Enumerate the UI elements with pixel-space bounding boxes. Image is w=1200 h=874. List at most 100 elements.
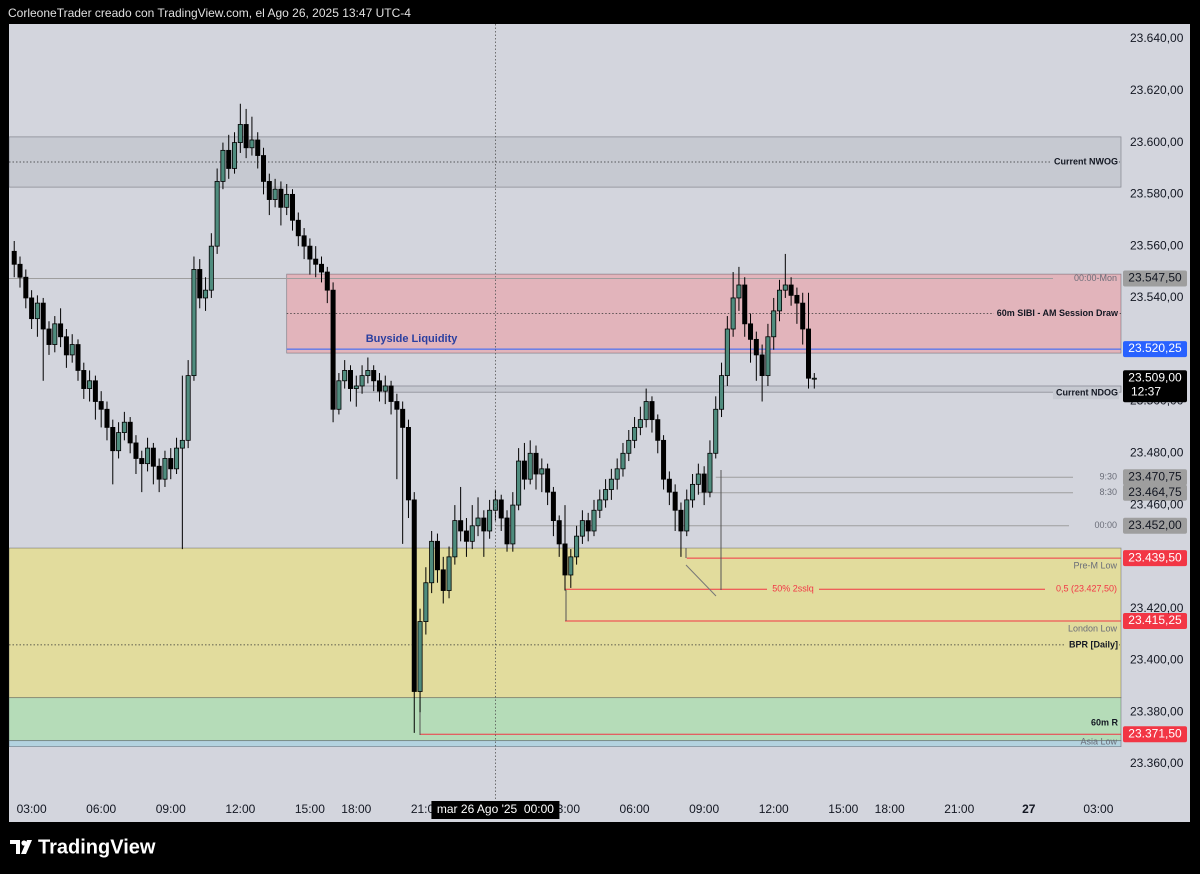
candle-body	[759, 354, 765, 377]
candle-body	[394, 401, 400, 410]
y-tick-label: 23.460,00	[1130, 497, 1184, 511]
candle-body	[574, 535, 580, 558]
x-tick-label: 18:00	[875, 802, 905, 816]
x-tick-label: 06:00	[620, 802, 650, 816]
label-bg	[767, 583, 819, 596]
y-tick-label: 23.640,00	[1130, 31, 1184, 45]
candle-body	[255, 139, 261, 156]
candle-body	[649, 401, 655, 421]
candle-body	[498, 499, 504, 519]
zone-label: 60m SIBI - AM Session Draw	[997, 308, 1119, 318]
candle-body	[150, 447, 156, 467]
candle-body	[713, 408, 719, 454]
logo-mark	[21, 840, 32, 854]
candle-body	[771, 310, 777, 338]
x-tick-label: 12:00	[225, 802, 255, 816]
candle-body	[203, 289, 209, 299]
candle-body	[232, 142, 238, 169]
price-box-label: 23.452,00	[1128, 518, 1182, 532]
candle-body	[620, 452, 626, 470]
candle-body	[46, 328, 52, 345]
candle-body	[382, 385, 388, 392]
candle-body	[324, 271, 330, 291]
candle-body	[423, 582, 429, 622]
candle-body	[69, 344, 75, 356]
price-box-label: 23.464,75	[1128, 485, 1182, 499]
candle-body	[11, 250, 17, 265]
candle-body	[684, 499, 690, 532]
price-box-label: 23.439,50	[1128, 550, 1182, 564]
label-bg	[1045, 583, 1117, 596]
crosshair-box	[431, 801, 560, 819]
candle-body	[116, 432, 122, 452]
candle-body	[811, 377, 817, 380]
crosshair-label: mar 26 Ago '25 00:00	[437, 802, 554, 816]
candle-body	[504, 517, 510, 545]
candle-body	[127, 421, 133, 444]
candle-body	[608, 478, 614, 490]
candle-body	[579, 520, 585, 537]
price-box	[1123, 612, 1187, 629]
candle-body	[185, 375, 191, 441]
y-tick-label: 23.380,00	[1130, 704, 1184, 718]
candle-body	[17, 263, 23, 278]
candle-body	[29, 297, 35, 320]
candle-body	[353, 385, 359, 389]
candle-body	[295, 219, 301, 237]
candle-body	[800, 302, 806, 330]
candle-body	[556, 520, 562, 545]
candle-body	[585, 520, 591, 532]
candle-body	[191, 269, 197, 377]
candle-body	[75, 344, 81, 371]
candle-body	[614, 468, 620, 480]
level-label: Asia Low	[1080, 737, 1117, 747]
candle-body	[626, 439, 632, 454]
label-bg	[1087, 717, 1119, 730]
header: CorleoneTrader creado con TradingView.co…	[8, 6, 411, 20]
zone-label: Current NWOG	[1054, 156, 1118, 166]
candle-body	[104, 408, 110, 428]
candle-body	[278, 188, 284, 208]
candle-body	[475, 517, 481, 527]
candle-body	[58, 323, 64, 338]
candle-body	[347, 370, 353, 389]
candle-body	[719, 375, 725, 410]
candle-body	[405, 427, 411, 501]
candle-body	[481, 517, 487, 532]
price-box	[1123, 550, 1187, 567]
x-tick-label: 03:00	[1083, 802, 1113, 816]
candle-body	[487, 509, 493, 532]
price-box	[1123, 517, 1187, 534]
candle-body	[655, 419, 661, 441]
candle-body	[243, 124, 249, 149]
candle-body	[678, 509, 684, 532]
price-box	[1123, 469, 1187, 486]
candle-body	[782, 284, 788, 291]
candle-body	[220, 149, 226, 182]
x-tick-label: 15:00	[295, 802, 325, 816]
candle-body	[666, 478, 672, 493]
level-label: 8:30	[1099, 487, 1117, 497]
candle-body	[434, 540, 440, 571]
candle-body	[92, 380, 98, 402]
candle-body	[179, 439, 185, 449]
price-box-label: 23.547,50	[1128, 271, 1182, 285]
candle-body	[145, 447, 151, 465]
candle-body	[156, 465, 162, 480]
footer-logo: TradingView	[10, 836, 156, 858]
candle-body	[643, 401, 649, 421]
candle-body	[742, 284, 748, 325]
label-bg	[1051, 156, 1119, 169]
candle-body	[777, 289, 783, 312]
price-box-label: 23.371,50	[1128, 726, 1182, 740]
price-box	[1123, 341, 1187, 358]
candle-body	[400, 408, 406, 428]
candle-body	[266, 181, 272, 200]
candle-body	[133, 442, 139, 459]
x-tick-label: 27	[1022, 802, 1036, 816]
x-tick-label: 09:00	[689, 802, 719, 816]
candle-body	[359, 375, 365, 387]
zone-label: 60m R	[1091, 718, 1119, 728]
candle-body	[313, 258, 319, 265]
